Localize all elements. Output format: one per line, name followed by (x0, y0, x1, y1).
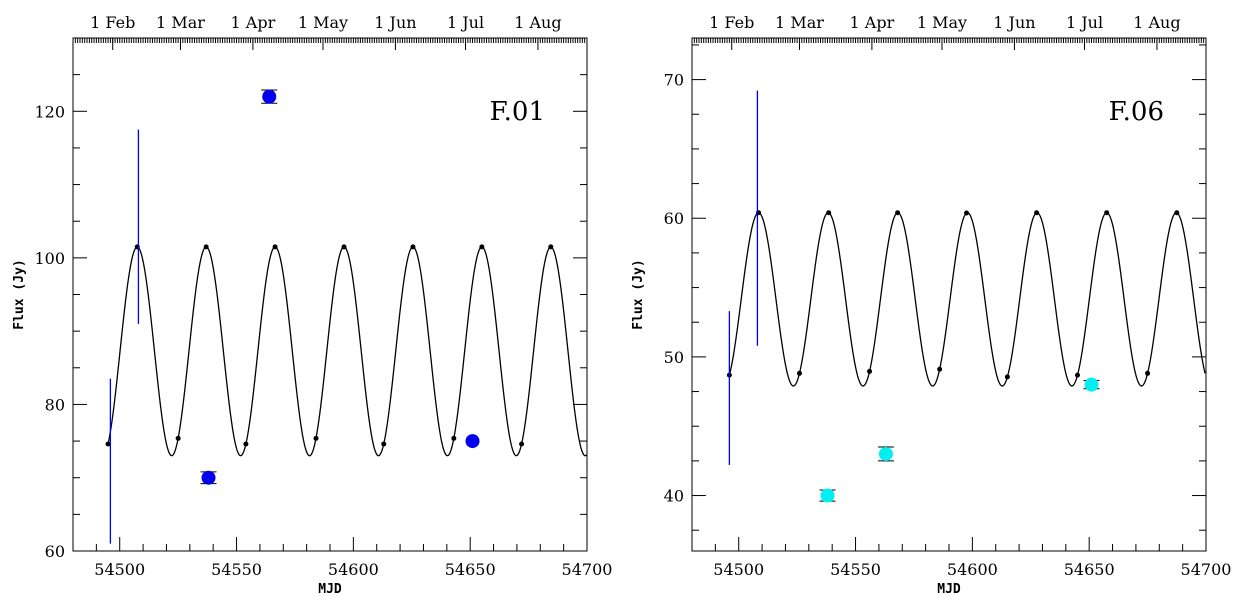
model-extremum-point (1004, 374, 1010, 380)
measurement-point (262, 89, 277, 104)
top-date-label: 1 May (298, 13, 348, 32)
model-extremum-point (451, 435, 457, 441)
y-tick-label: 60 (664, 209, 684, 228)
model-extremum-point (937, 366, 943, 372)
model-extremum-point (1145, 370, 1151, 376)
model-extremum-point (867, 368, 873, 374)
measurement-point (465, 434, 480, 449)
panel-label: F.06 (1109, 97, 1164, 127)
top-date-label: 1 Mar (775, 13, 824, 32)
panel-f01: 54500 54550 54600 54650 54700 1 Feb 1 Mar 1 Apr… (12, 13, 612, 597)
model-curve-line (728, 212, 1206, 387)
model-extremum-point (410, 244, 416, 250)
top-date-label: 1 Aug (514, 13, 561, 32)
measurement-point (1084, 377, 1099, 392)
top-date-label: 1 Jul (447, 13, 484, 32)
model-extremum-point (203, 244, 209, 250)
model-extremum-point (341, 244, 347, 250)
x-axis-title: MJD (318, 582, 342, 597)
panel-f06: 54500 54550 54600 54650 54700 1 Feb 1 Mar 1 Apr… (631, 13, 1231, 597)
x-axis-title: MJD (937, 582, 961, 597)
model-extremum-point (1104, 210, 1110, 216)
model-extremum-point (105, 441, 111, 447)
model-extremum-point (964, 210, 970, 216)
top-date-label: 1 Jun (993, 13, 1035, 32)
top-date-label: 1 Jul (1066, 13, 1103, 32)
x-tick-label: 54550 (830, 560, 881, 579)
x-tick-label: 54600 (328, 560, 379, 579)
model-extremum-point (1174, 210, 1180, 216)
y-axis-title: Flux (Jy) (12, 259, 27, 329)
top-date-label: 1 Apr (231, 13, 276, 32)
panel-label: F.01 (490, 97, 545, 127)
y-tick-label: 50 (664, 348, 684, 367)
model-extremum-point (826, 210, 832, 216)
y-tick-label: 120 (34, 102, 65, 121)
top-date-label: 1 Jun (374, 13, 416, 32)
x-tick-label: 54500 (713, 560, 764, 579)
measurement-point (201, 470, 216, 485)
x-tick-label: 54650 (445, 560, 496, 579)
model-extremum-point (381, 441, 387, 447)
model-extremum-point (548, 244, 554, 250)
y-tick-label: 40 (664, 487, 684, 506)
y-tick-label: 70 (664, 71, 684, 90)
top-date-label: 1 Aug (1133, 13, 1180, 32)
model-extremum-point (272, 244, 278, 250)
model-extremum-point (479, 244, 485, 250)
top-date-label: 1 Feb (90, 13, 135, 32)
model-extremum-point (1075, 372, 1080, 378)
model-curve-line (107, 246, 587, 457)
x-tick-label: 54700 (562, 560, 613, 579)
model-extremum-point (175, 435, 181, 441)
y-axis-title: Flux (Jy) (631, 259, 646, 329)
model-extremum-point (1034, 210, 1040, 216)
model-extremum-point (519, 441, 525, 447)
x-tick-label: 54650 (1064, 560, 1115, 579)
top-date-label: 1 May (917, 13, 967, 32)
y-tick-label: 60 (45, 542, 65, 561)
model-extremum-point (895, 210, 901, 216)
top-date-label: 1 Feb (709, 13, 754, 32)
measurement-point (878, 446, 893, 461)
x-tick-label: 54550 (211, 560, 262, 579)
model-extremum-point (796, 370, 802, 376)
y-tick-label: 80 (45, 395, 65, 414)
top-date-label: 1 Apr (850, 13, 895, 32)
x-tick-label: 54700 (1181, 560, 1232, 579)
x-tick-label: 54500 (94, 560, 145, 579)
model-extremum-point (243, 441, 249, 447)
x-tick-label: 54600 (947, 560, 998, 579)
measurement-point (820, 488, 835, 503)
model-extremum-point (313, 435, 319, 441)
top-date-label: 1 Mar (156, 13, 205, 32)
y-tick-label: 100 (34, 249, 65, 268)
